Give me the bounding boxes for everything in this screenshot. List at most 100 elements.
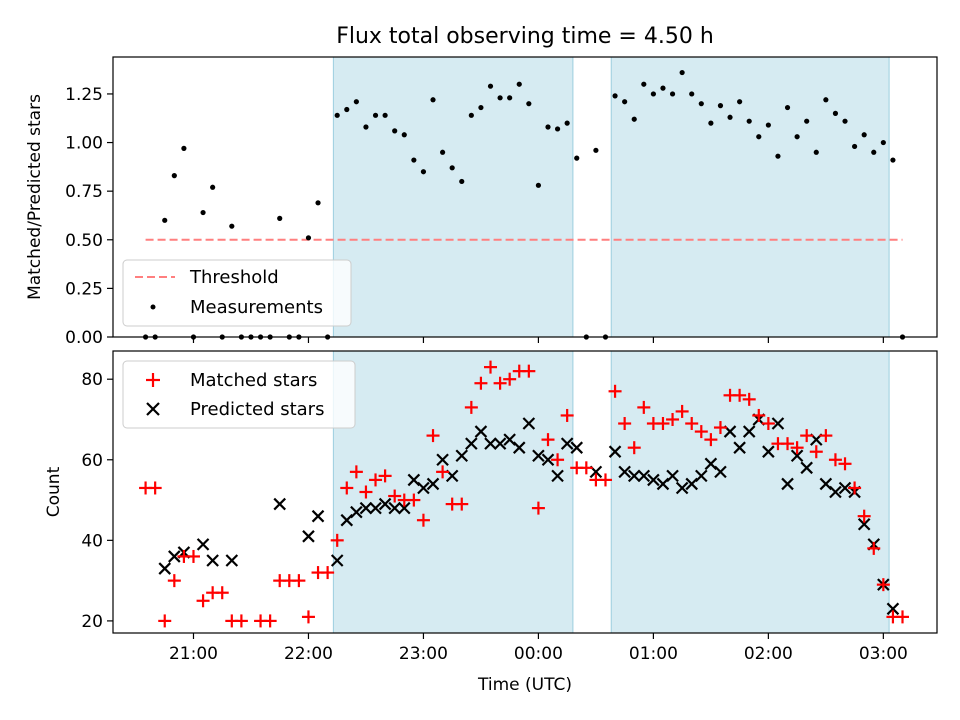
predicted-star-point [733,441,746,454]
predicted-star-point [532,449,545,463]
matched-star-point [637,400,651,414]
bot-x-tick-label: 01:00 [629,644,678,664]
predicted-star-point [311,509,325,523]
bottom-plot-frame [112,350,938,634]
matched-star-point [493,376,507,390]
measurement-point [449,165,455,171]
bottom-x-axis-label: Time (UTC) [477,675,572,695]
matched-star-point [560,408,574,422]
predicted-star-point [465,437,478,450]
matched-star-point [455,497,469,511]
measurement-point [344,106,350,113]
top-y-tick-label: 1.25 [65,85,103,105]
measurement-point [746,118,752,124]
predicted-star-point [426,477,440,491]
matched-star-point [579,461,593,475]
predicted-star-point [838,481,852,495]
top-y-tick-label: 0.00 [65,328,103,348]
matched-star-point [234,614,248,628]
matched-star-point [215,586,229,600]
predicted-star-point [417,481,430,495]
measurement-point [305,235,312,241]
measurement-point [631,116,637,122]
predicted-star-point [762,445,775,458]
top-shaded-interval-0 [332,56,574,338]
matched-star-point [321,566,335,580]
matched-star-point [685,417,699,431]
measurement-point [277,215,283,221]
matched-star-point [349,465,363,479]
measurement-point [554,126,561,132]
matched-star-point [704,433,718,447]
measurement-point [229,223,235,229]
matched-star-point [426,429,440,443]
measurement-point [440,149,446,155]
predicted-star-point [369,501,382,515]
predicted-star-point [627,469,641,483]
matched-star-point [436,465,450,479]
matched-star-point [292,574,306,588]
bot-y-tick-label: 20 [81,612,103,632]
matched-star-point [359,485,373,499]
measurement-point [487,83,494,89]
matched-star-point [809,445,823,459]
matched-star-point [618,417,632,431]
top-measurement-points [142,69,906,340]
matched-star-point [369,473,383,487]
top-x-axis-ticks [192,337,884,343]
legend-matched-label: Matched stars [190,370,317,391]
predicted-star-point [512,441,526,454]
matched-star-point [675,404,689,418]
measurement-point [650,91,656,97]
measurement-point [171,173,177,179]
predicted-star-point [675,481,689,495]
bot-y-tick-label: 60 [81,451,103,471]
measurement-point [535,182,542,188]
bottom-x-axis-ticks: 21:00 22:00 23:00 00:00 01:00 02:00 03:00 [169,633,908,664]
predicted-star-point [359,501,373,515]
measurement-point [679,69,685,76]
measurement-point [564,120,570,126]
top-legend: Threshold Measurements [122,259,352,327]
figure-title: Flux total observing time = 4.50 h [336,24,714,49]
matched-star-point [263,614,277,628]
legend-measurements-label: Measurements [190,297,323,318]
predicted-star-point [886,602,900,616]
bot-x-tick-label: 03:00 [859,644,908,664]
matched-star-point [598,473,612,487]
measurement-point [622,99,628,105]
legend-threshold-label: Threshold [189,267,279,288]
measurement-point [756,134,762,140]
predicted-star-point [196,538,210,551]
matched-star-point [378,469,392,483]
bot-x-tick-label: 22:00 [284,644,333,664]
measurement-point [813,149,819,155]
bottom-y-axis-label: Count [44,466,64,517]
measurement-point [334,112,340,118]
matched-star-point [531,501,545,515]
matched-star-point [186,549,200,563]
predicted-star-point [158,562,172,575]
matched-star-point [694,425,708,439]
measurement-point [372,112,379,118]
bot-x-tick-label: 21:00 [169,644,218,664]
measurement-point [420,169,427,175]
measurement-point [880,139,886,146]
matched-star-point [608,384,622,398]
matched-star-point [551,453,565,467]
top-y-tick-label: 1.00 [65,134,103,154]
measurement-point [478,104,484,111]
top-shaded-interval-1 [610,56,890,338]
matched-star-point [388,489,402,503]
measurement-point [765,122,771,128]
measurement-point [641,81,647,87]
predicted-star-point [608,445,622,458]
predicted-star-point [522,417,536,430]
measurement-point [516,81,522,87]
measurement-point [823,97,829,103]
measurement-point [526,101,532,107]
predicted-star-point [742,425,756,438]
top-legend-box [122,259,352,327]
top-y-axis-ticks: 0.00 0.25 0.50 0.75 1.00 1.25 [65,85,113,348]
